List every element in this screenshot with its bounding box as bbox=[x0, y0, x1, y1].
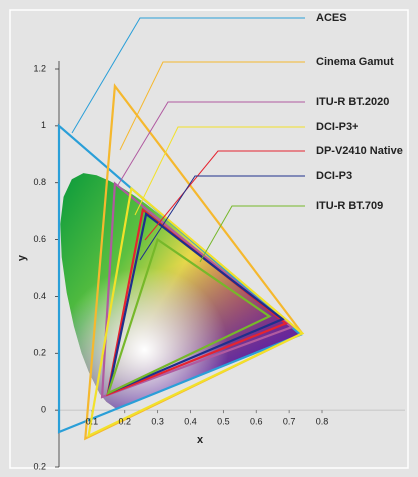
y-axis-label: y bbox=[16, 254, 28, 261]
spectral-locus bbox=[60, 173, 301, 409]
leader-line bbox=[144, 150, 305, 241]
x-tick-label: 0.4 bbox=[184, 417, 197, 427]
y-tick-label: 0.6 bbox=[33, 234, 46, 244]
frame bbox=[9, 9, 409, 469]
leader-line bbox=[134, 126, 305, 216]
legend-label: ITU-R BT.709 bbox=[316, 200, 383, 212]
x-tick-label: 0.8 bbox=[316, 417, 329, 427]
leader-line bbox=[199, 205, 305, 263]
gamut-triangle bbox=[106, 212, 285, 395]
legend-label: ACES bbox=[316, 12, 347, 24]
legend-label: DCI-P3 bbox=[316, 170, 352, 182]
legend-label: Cinema Gamut bbox=[316, 56, 394, 68]
leader-line bbox=[71, 17, 305, 134]
y-tick-label: 1.2 bbox=[33, 63, 46, 73]
plot-area bbox=[55, 17, 405, 468]
x-tick-label: 0.1 bbox=[86, 417, 99, 427]
x-tick-label: 0.6 bbox=[250, 417, 263, 427]
legend-label: DCI-P3+ bbox=[316, 121, 359, 133]
x-tick-label: 0.2 bbox=[118, 417, 131, 427]
leader-line bbox=[139, 175, 305, 261]
leader-line bbox=[119, 61, 305, 151]
leader-line bbox=[117, 101, 305, 186]
x-tick-label: 0.5 bbox=[217, 417, 230, 427]
y-tick-label: 0 bbox=[41, 405, 46, 415]
x-tick-label: 0.3 bbox=[151, 417, 164, 427]
y-tick-label: 0.2 bbox=[33, 461, 46, 471]
y-tick-label: 0.2 bbox=[33, 348, 46, 358]
legend-label: ITU-R BT.2020 bbox=[316, 96, 389, 108]
gamut-triangle bbox=[106, 237, 272, 396]
legend-label: DP-V2410 Native bbox=[316, 145, 403, 157]
x-axis-label: x bbox=[197, 434, 204, 446]
y-tick-label: 1 bbox=[41, 120, 46, 130]
x-tick-label: 0.7 bbox=[283, 417, 296, 427]
gamut-triangle bbox=[87, 186, 305, 438]
y-tick-label: 0.4 bbox=[33, 291, 46, 301]
y-tick-label: 0.8 bbox=[33, 177, 46, 187]
